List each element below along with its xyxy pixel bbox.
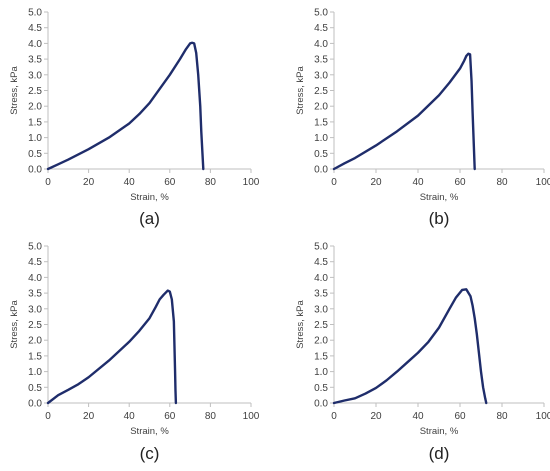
x-axis-title: Strain, % [420, 426, 459, 437]
x-tick-label: 100 [536, 177, 550, 188]
x-axis-title: Strain, % [420, 192, 459, 203]
y-tick-label: 1.0 [28, 133, 42, 144]
y-tick-label: 0.0 [314, 399, 328, 410]
x-tick-label: 40 [412, 177, 424, 188]
y-tick-label: 1.0 [314, 367, 328, 378]
y-tick-label: 0.5 [28, 383, 42, 394]
panel-label: (d) [429, 444, 450, 463]
y-tick-label: 2.0 [314, 102, 328, 113]
x-tick-label: 20 [83, 177, 95, 188]
y-tick-label: 3.0 [314, 70, 328, 81]
chart-panel-2: 0.0 0.5 1.0 1.5 2.0 2.5 3.0 3.5 4.0 4.5 5.0 0 20 40 60… [295, 8, 550, 229]
y-tick-label: 1.5 [314, 351, 328, 362]
y-tick-label: 5.0 [314, 8, 328, 19]
x-tick-label: 40 [124, 177, 136, 188]
x-tick-label: 20 [83, 411, 95, 422]
x-tick-label: 60 [164, 411, 176, 422]
y-tick-label: 0.5 [314, 149, 328, 160]
y-tick-label: 3.5 [28, 55, 42, 66]
x-tick-label: 0 [331, 177, 337, 188]
y-tick-label: 0.5 [28, 149, 42, 160]
y-tick-label: 1.0 [314, 133, 328, 144]
y-tick-label: 0.5 [314, 383, 328, 394]
y-tick-label: 5.0 [28, 242, 42, 253]
y-tick-label: 0.0 [314, 165, 328, 176]
x-tick-label: 40 [124, 411, 136, 422]
y-tick-label: 5.0 [28, 8, 42, 19]
y-tick-label: 0.0 [28, 399, 42, 410]
y-tick-label: 4.0 [28, 39, 42, 50]
x-tick-label: 100 [536, 411, 550, 422]
panel-label: (b) [429, 209, 450, 228]
chart-panel-4: 0.0 0.5 1.0 1.5 2.0 2.5 3.0 3.5 4.0 4.5 5.0 0 20 40 60… [295, 242, 550, 464]
y-tick-label: 1.5 [28, 351, 42, 362]
y-tick-label: 4.0 [314, 273, 328, 284]
y-tick-label: 3.0 [28, 70, 42, 81]
y-tick-label: 4.5 [28, 23, 42, 34]
x-tick-label: 20 [370, 411, 382, 422]
y-tick-label: 2.0 [28, 102, 42, 113]
y-tick-label: 1.5 [314, 117, 328, 128]
y-tick-label: 3.5 [28, 289, 42, 300]
x-tick-label: 100 [243, 411, 260, 422]
x-tick-label: 80 [496, 177, 508, 188]
x-tick-label: 60 [164, 177, 176, 188]
x-tick-label: 20 [370, 177, 382, 188]
y-tick-label: 2.5 [314, 320, 328, 331]
y-tick-label: 4.0 [314, 39, 328, 50]
y-tick-label: 2.0 [314, 336, 328, 347]
y-tick-label: 3.5 [314, 55, 328, 66]
y-tick-label: 1.0 [28, 367, 42, 378]
y-tick-label: 1.5 [28, 117, 42, 128]
x-axis-title: Strain, % [130, 192, 169, 203]
x-tick-label: 0 [45, 411, 51, 422]
y-tick-label: 2.5 [314, 86, 328, 97]
y-axis-title: Stress, kPa [295, 66, 306, 115]
x-tick-label: 80 [205, 411, 217, 422]
y-tick-label: 3.5 [314, 289, 328, 300]
chart-panel-1: 0.0 0.5 1.0 1.5 2.0 2.5 3.0 3.5 4.0 4.5 5.0 0 20 40 60… [9, 8, 260, 229]
x-tick-label: 80 [496, 411, 508, 422]
y-tick-label: 4.5 [28, 257, 42, 268]
stress-strain-curve [46, 289, 178, 405]
y-tick-label: 0.0 [28, 165, 42, 176]
x-tick-label: 40 [412, 411, 424, 422]
panel-label: (c) [140, 444, 160, 463]
y-axis-title: Stress, kPa [9, 66, 20, 115]
y-tick-label: 5.0 [314, 242, 328, 253]
x-tick-label: 0 [45, 177, 51, 188]
y-axis-title: Stress, kPa [295, 300, 306, 349]
x-axis-title: Strain, % [130, 426, 169, 437]
y-tick-label: 4.5 [314, 257, 328, 268]
panel-label: (a) [139, 209, 160, 228]
y-tick-label: 4.0 [28, 273, 42, 284]
y-tick-label: 4.5 [314, 23, 328, 34]
y-tick-label: 3.0 [28, 304, 42, 315]
x-tick-label: 80 [205, 177, 217, 188]
x-tick-label: 100 [243, 177, 260, 188]
y-axis-title: Stress, kPa [9, 300, 20, 349]
x-tick-label: 60 [454, 411, 466, 422]
y-tick-label: 2.0 [28, 336, 42, 347]
stress-strain-curve [332, 288, 488, 405]
y-tick-label: 3.0 [314, 304, 328, 315]
chart-panel-3: 0.0 0.5 1.0 1.5 2.0 2.5 3.0 3.5 4.0 4.5 5.0 0 20 40 60… [9, 242, 260, 464]
stress-strain-curve [332, 52, 476, 171]
y-tick-label: 2.5 [28, 86, 42, 97]
stress-strain-curve [46, 41, 205, 171]
x-tick-label: 60 [454, 177, 466, 188]
x-tick-label: 0 [331, 411, 337, 422]
y-tick-label: 2.5 [28, 320, 42, 331]
